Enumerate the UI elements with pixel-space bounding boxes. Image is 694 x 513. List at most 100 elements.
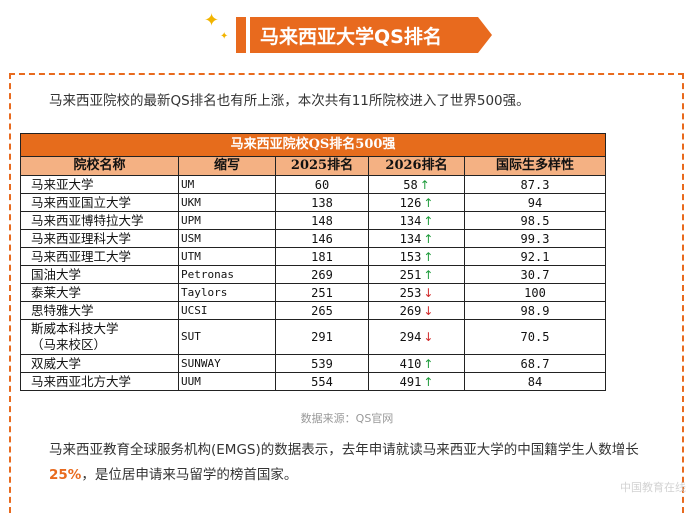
cell-abbreviation: USM: [178, 229, 276, 248]
rank-2026-value: 134: [399, 231, 422, 246]
cell-university-name: 马来西亚理工大学: [20, 247, 179, 266]
table-row: 马来西亚理工大学 UTM 181 153 ↑ 92.1: [20, 247, 606, 266]
column-header-2025: 2025排名: [275, 156, 369, 176]
rank-2026-value: 153: [399, 249, 422, 264]
rank-2026-wrapper: 253 ↓: [369, 285, 464, 301]
cell-rank-2025: 60: [275, 175, 369, 194]
cell-rank-2025: 539: [275, 354, 369, 373]
cell-university-name: 思特雅大学: [20, 301, 179, 320]
cell-rank-2026: 134 ↑: [368, 211, 465, 230]
rank-2026-wrapper: 153 ↑: [369, 249, 464, 265]
cell-rank-2025: 291: [275, 319, 369, 355]
arrow-down-icon: ↓: [423, 303, 434, 318]
cell-diversity: 68.7: [464, 354, 606, 373]
rank-2026-value: 269: [399, 303, 422, 318]
arrow-up-icon: ↑: [419, 177, 430, 192]
table-row: 斯威本科技大学 （马来校区） SUT 291 294 ↓ 70.5: [20, 319, 606, 355]
arrow-up-icon: ↑: [423, 195, 434, 210]
rank-2026-value: 58: [403, 177, 418, 192]
column-header-diversity: 国际生多样性: [464, 156, 606, 176]
page-title: 马来西亚大学QS排名: [250, 17, 492, 53]
table-row: 马来西亚理科大学 USM 146 134 ↑ 99.3: [20, 229, 606, 248]
cell-rank-2026: 269 ↓: [368, 301, 465, 320]
cell-rank-2025: 138: [275, 193, 369, 212]
rank-2026-wrapper: 58 ↑: [369, 177, 464, 193]
university-name: 国油大学: [31, 266, 82, 282]
rank-2026-wrapper: 410 ↑: [369, 356, 464, 372]
rank-2026-value: 294: [399, 330, 422, 344]
cell-rank-2025: 269: [275, 265, 369, 284]
ranking-table-wrapper: 马来西亚院校QS排名500强 院校名称 缩写 2025排名 2026排名 国际生…: [20, 133, 606, 391]
rank-2026-wrapper: 134 ↑: [369, 213, 464, 229]
intro-paragraph: 马来西亚院校的最新QS排名也有所上涨，本次共有11所院校进入了世界500强。: [49, 93, 530, 109]
university-name: 斯威本科技大学: [31, 321, 119, 336]
arrow-up-icon: ↑: [423, 231, 434, 246]
watermark: 中国教育在线: [620, 481, 686, 494]
outro-text-before: 马来西亚教育全球服务机构(EMGS)的数据表示，去年申请就读马来西亚大学的中国籍…: [49, 442, 639, 458]
cell-rank-2025: 554: [275, 372, 369, 391]
table-caption-row: 马来西亚院校QS排名500强: [20, 133, 606, 157]
rank-2026-wrapper: 251 ↑: [369, 267, 464, 283]
cell-rank-2025: 251: [275, 283, 369, 302]
outro-text-after: ，是位居申请来马留学的榜首国家。: [81, 467, 298, 483]
cell-abbreviation: Petronas: [178, 265, 276, 284]
rank-2026-wrapper: 126 ↑: [369, 195, 464, 211]
cell-abbreviation: Taylors: [178, 283, 276, 302]
rank-2026-value: 251: [399, 267, 422, 282]
cell-abbreviation: SUNWAY: [178, 354, 276, 373]
arrow-up-icon: ↑: [423, 374, 434, 389]
cell-abbreviation: UUM: [178, 372, 276, 391]
rank-2026-wrapper: 294 ↓: [369, 329, 464, 345]
cell-university-name: 斯威本科技大学 （马来校区）: [20, 319, 179, 355]
arrow-down-icon: ↓: [423, 285, 434, 300]
cell-university-name: 马来西亚博特拉大学: [20, 211, 179, 230]
cell-diversity: 98.9: [464, 301, 606, 320]
table-row: 国油大学 Petronas 269 251 ↑ 30.7: [20, 265, 606, 284]
cell-abbreviation: UCSI: [178, 301, 276, 320]
rank-2026-value: 491: [399, 374, 422, 389]
content-frame: [9, 73, 684, 513]
cell-rank-2026: 134 ↑: [368, 229, 465, 248]
cell-rank-2025: 181: [275, 247, 369, 266]
table-header-row: 院校名称 缩写 2025排名 2026排名 国际生多样性: [20, 156, 606, 176]
rank-2026-value: 134: [399, 213, 422, 228]
cell-diversity: 84: [464, 372, 606, 391]
university-name: 双威大学: [31, 355, 82, 371]
table-row: 马来西亚国立大学 UKM 138 126 ↑ 94: [20, 193, 606, 212]
rank-2026-value: 126: [399, 195, 422, 210]
cell-diversity: 98.5: [464, 211, 606, 230]
column-header-abbr: 缩写: [178, 156, 276, 176]
cell-diversity: 87.3: [464, 175, 606, 194]
university-name: 马来西亚理科大学: [31, 230, 132, 246]
arrow-up-icon: ↑: [423, 356, 434, 371]
column-header-2026: 2026排名: [368, 156, 465, 176]
table-row: 泰莱大学 Taylors 251 253 ↓ 100: [20, 283, 606, 302]
cell-abbreviation: UM: [178, 175, 276, 194]
cell-rank-2025: 148: [275, 211, 369, 230]
table-row: 马来亚大学 UM 60 58 ↑ 87.3: [20, 175, 606, 194]
cell-rank-2025: 146: [275, 229, 369, 248]
table-row: 双威大学 SUNWAY 539 410 ↑ 68.7: [20, 354, 606, 373]
ranking-table: 马来西亚院校QS排名500强 院校名称 缩写 2025排名 2026排名 国际生…: [20, 133, 606, 391]
university-name: 思特雅大学: [31, 302, 94, 318]
cell-university-name: 马来西亚理科大学: [20, 229, 179, 248]
table-row: 马来西亚北方大学 UUM 554 491 ↑ 84: [20, 372, 606, 391]
cell-rank-2026: 153 ↑: [368, 247, 465, 266]
cell-rank-2026: 491 ↑: [368, 372, 465, 391]
rank-2026-wrapper: 491 ↑: [369, 374, 464, 390]
cell-diversity: 100: [464, 283, 606, 302]
cell-rank-2026: 253 ↓: [368, 283, 465, 302]
arrow-up-icon: ↑: [423, 249, 434, 264]
cell-rank-2026: 126 ↑: [368, 193, 465, 212]
outro-paragraph: 马来西亚教育全球服务机构(EMGS)的数据表示，去年申请就读马来西亚大学的中国籍…: [49, 438, 664, 488]
cell-diversity: 99.3: [464, 229, 606, 248]
arrow-up-icon: ↑: [423, 267, 434, 282]
cell-diversity: 70.5: [464, 319, 606, 355]
cell-rank-2025: 265: [275, 301, 369, 320]
cell-rank-2026: 58 ↑: [368, 175, 465, 194]
university-name: 马来西亚理工大学: [31, 248, 132, 264]
cell-diversity: 92.1: [464, 247, 606, 266]
banner-accent: [236, 17, 246, 53]
arrow-up-icon: ↑: [423, 213, 434, 228]
cell-rank-2026: 251 ↑: [368, 265, 465, 284]
